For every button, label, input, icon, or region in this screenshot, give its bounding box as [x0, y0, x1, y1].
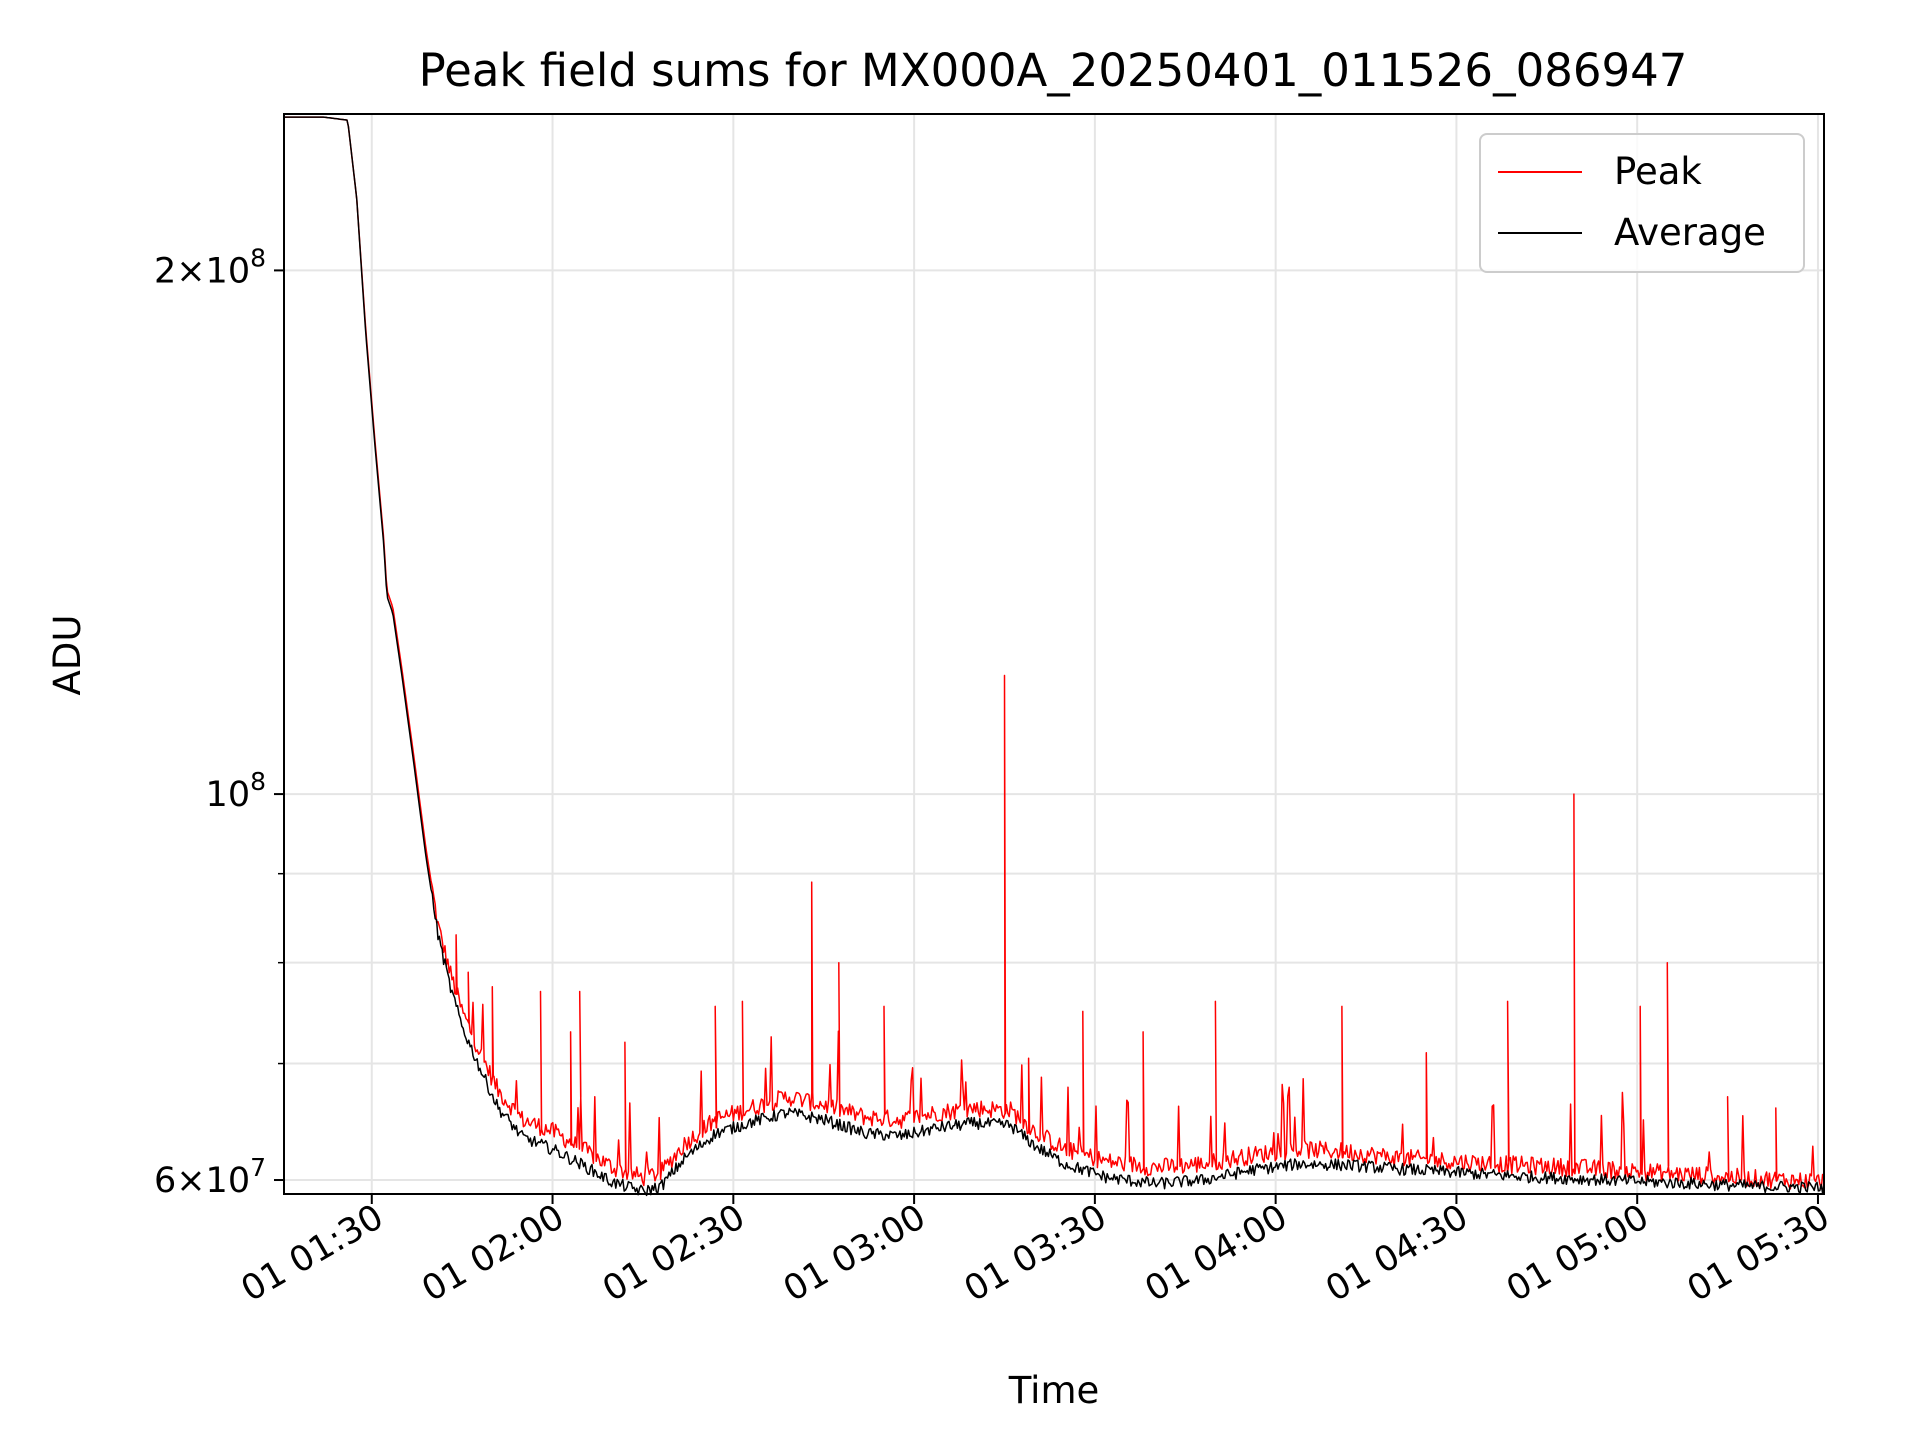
series-lines	[284, 116, 1825, 1197]
series-line-average	[284, 116, 1825, 1197]
series-line-peak	[284, 116, 1825, 1190]
legend: Peak Average	[1479, 133, 1805, 273]
legend-box	[1479, 133, 1805, 273]
y-tick-base: 10	[206, 775, 251, 815]
y-tick-label: 108	[206, 767, 266, 815]
y-tick-mantissa: 2×	[154, 251, 206, 291]
legend-average-label: Average	[1614, 211, 1766, 254]
y-tick-label: 6×107	[154, 1153, 266, 1201]
grid	[284, 114, 1824, 1194]
y-tick-exponent: 8	[250, 243, 266, 272]
y-tick-mantissa: 6×	[154, 1161, 206, 1201]
plot-area	[283, 113, 1825, 1197]
plot-frame	[283, 113, 1825, 1195]
plot-background	[284, 114, 1824, 1194]
y-tick-exponent: 7	[250, 1153, 266, 1182]
legend-peak-label: Peak	[1614, 150, 1702, 193]
y-axis-label: ADU	[46, 615, 89, 696]
y-tick-exponent: 8	[250, 767, 266, 796]
y-tick-base: 10	[206, 1161, 251, 1201]
x-axis-label: Time	[1008, 1369, 1100, 1412]
y-tick-base: 10	[206, 251, 251, 291]
chart-title: Peak field sums for MX000A_20250401_0115…	[419, 44, 1688, 97]
y-tick-label: 2×108	[154, 243, 266, 291]
